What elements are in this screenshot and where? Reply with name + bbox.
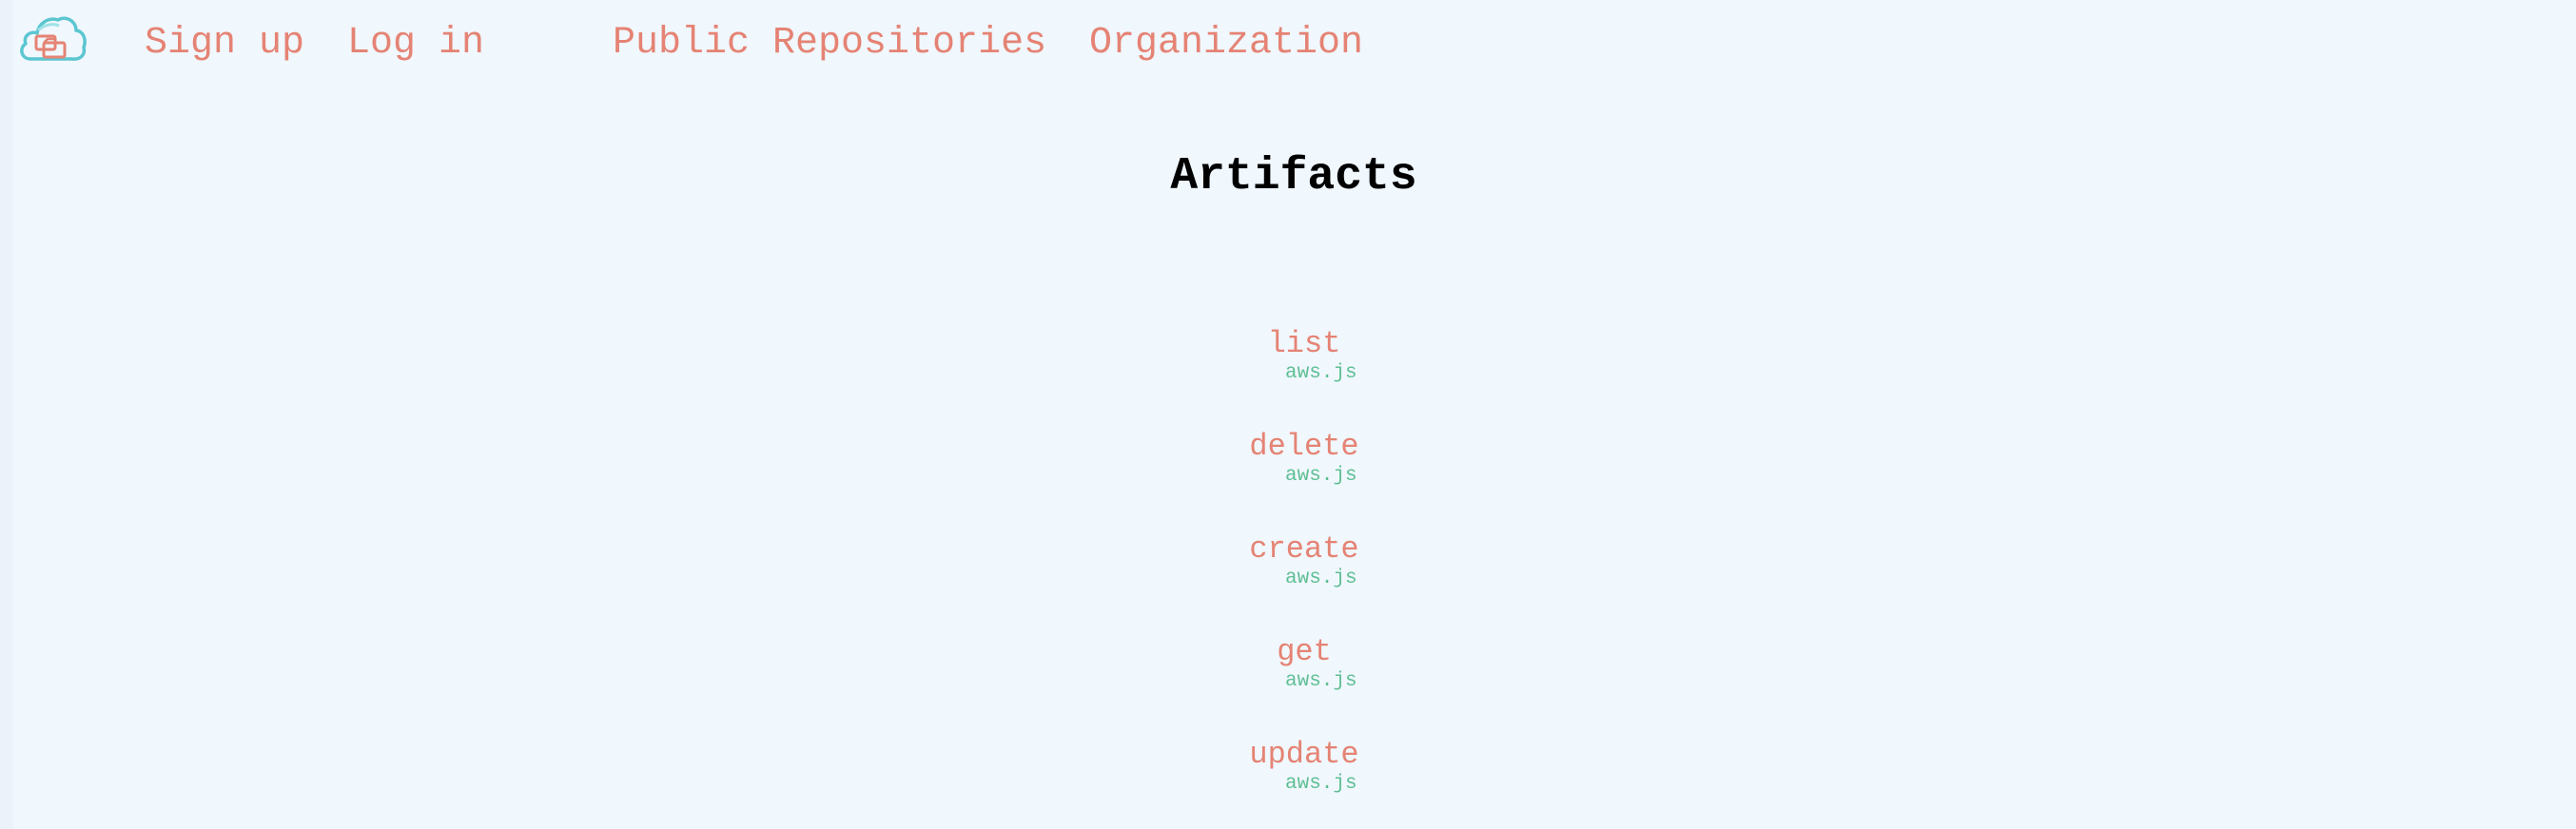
organization-link[interactable]: Organization bbox=[1089, 22, 1364, 65]
log-in-link[interactable]: Log in bbox=[347, 22, 485, 65]
artifact-item-create: create aws.js bbox=[1114, 530, 1494, 589]
artifact-source: aws.js bbox=[1285, 362, 1357, 384]
artifact-source: aws.js bbox=[1285, 465, 1357, 487]
public-repositories-link[interactable]: Public Repositories bbox=[613, 22, 1047, 65]
artifact-name-link[interactable]: create bbox=[1249, 531, 1359, 567]
top-navigation: Sign up Log in Public Repositories Organ… bbox=[0, 0, 2576, 87]
page-title: Artifacts bbox=[1170, 151, 1417, 202]
artifact-item-get: get aws.js bbox=[1114, 633, 1494, 692]
cloud-folders-icon[interactable] bbox=[17, 11, 88, 67]
artifact-source: aws.js bbox=[1285, 568, 1357, 589]
artifact-name-link[interactable]: get bbox=[1277, 634, 1332, 669]
artifact-item-delete: delete aws.js bbox=[1114, 428, 1494, 487]
artifact-name-link[interactable]: delete bbox=[1249, 429, 1359, 464]
artifact-source: aws.js bbox=[1285, 773, 1357, 795]
artifact-name-link[interactable]: list bbox=[1267, 326, 1341, 361]
artifact-item-update: update aws.js bbox=[1114, 736, 1494, 795]
artifact-name-link[interactable]: update bbox=[1249, 737, 1359, 772]
sign-up-link[interactable]: Sign up bbox=[145, 22, 305, 65]
page-edge bbox=[0, 0, 13, 829]
artifact-item-list: list aws.js bbox=[1114, 325, 1494, 384]
artifact-source: aws.js bbox=[1285, 670, 1357, 692]
